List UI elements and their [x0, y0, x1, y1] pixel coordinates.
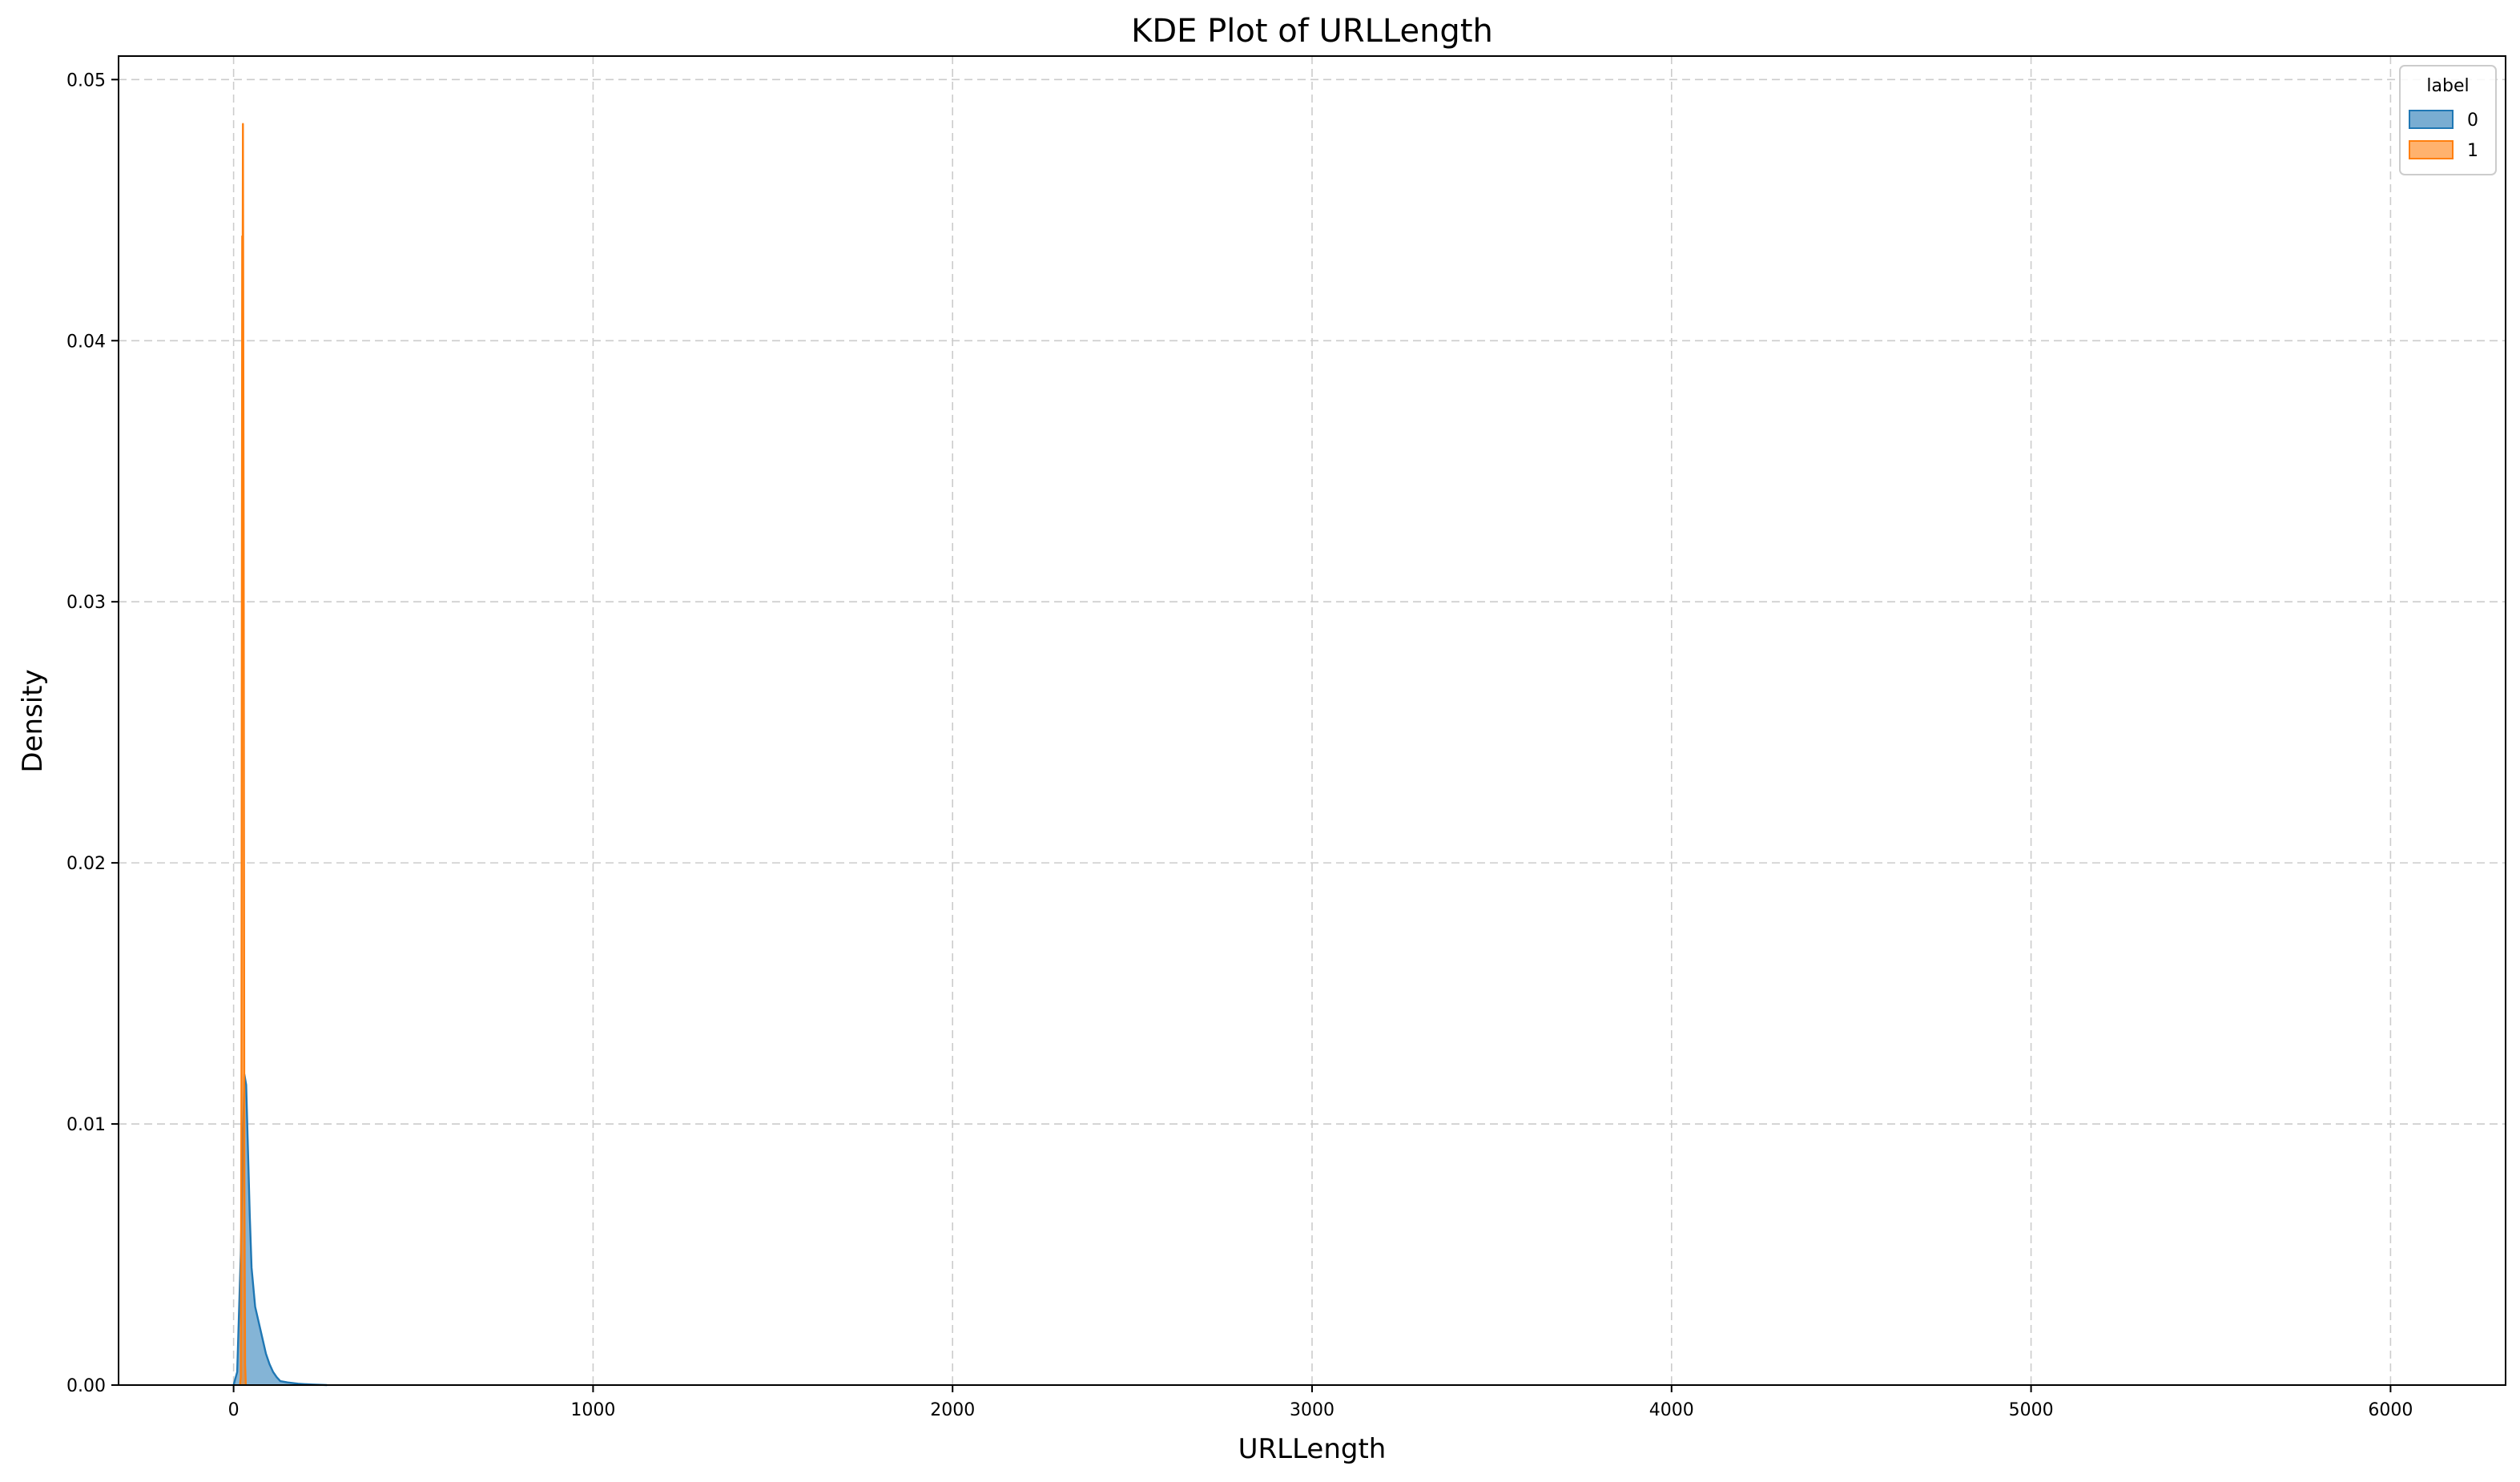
x-axis-ticks: 0 1000 2000 3000 4000 5000 6000	[228, 1385, 2413, 1420]
legend: label 0 1	[2399, 65, 2497, 175]
y-tick-label: 0.02	[66, 854, 106, 874]
series-layer	[232, 123, 328, 1387]
series-1-area	[240, 123, 246, 1386]
legend-swatch-0	[2409, 110, 2454, 129]
legend-label-1: 1	[2467, 141, 2478, 161]
x-tick-label: 3000	[1290, 1400, 1334, 1420]
chart-title: KDE Plot of URLLength	[1131, 13, 1493, 50]
y-tick-label: 0.00	[66, 1376, 106, 1396]
x-tick-label: 1000	[570, 1400, 615, 1420]
x-axis-title: URLLength	[1238, 1433, 1387, 1465]
legend-label-0: 0	[2467, 111, 2478, 131]
x-tick-label: 5000	[2009, 1400, 2054, 1420]
y-tick-label: 0.01	[66, 1115, 106, 1135]
x-tick-label: 2000	[930, 1400, 975, 1420]
y-axis-title: Density	[17, 669, 49, 772]
y-tick-label: 0.04	[66, 332, 106, 352]
x-tick-label: 4000	[1649, 1400, 1694, 1420]
x-tick-label: 0	[228, 1400, 240, 1420]
y-axis-ticks: 0.00 0.01 0.02 0.03 0.04 0.05	[66, 70, 119, 1396]
x-tick-label: 6000	[2368, 1400, 2413, 1420]
legend-title: label	[2426, 76, 2469, 96]
y-tick-label: 0.03	[66, 593, 106, 613]
series-1-line	[239, 123, 248, 1386]
y-tick-label: 0.05	[66, 70, 106, 91]
legend-swatch-1	[2409, 140, 2454, 159]
